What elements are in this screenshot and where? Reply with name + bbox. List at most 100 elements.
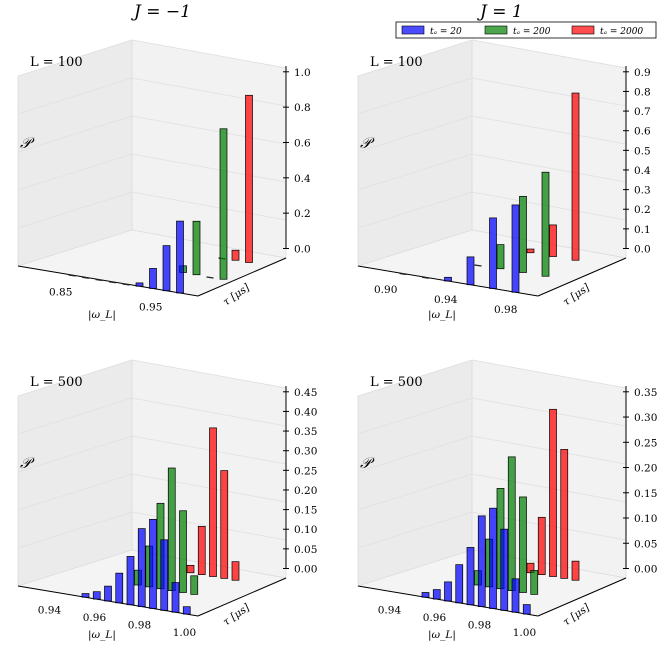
- bar: [126, 556, 135, 606]
- bar: [511, 578, 520, 613]
- bar: [444, 581, 452, 602]
- bar: [519, 195, 527, 273]
- z-tick-label: 0.1: [634, 224, 651, 236]
- legend: tₐ = 20 tₐ = 200 tₐ = 2000: [395, 21, 657, 39]
- legend-swatch-20: [401, 25, 425, 35]
- bar: [421, 276, 430, 279]
- gridline: [17, 191, 133, 229]
- y-axis-label: τ [μs]: [221, 281, 253, 308]
- bar: [571, 92, 580, 261]
- x-tick-label: 1.00: [173, 627, 196, 639]
- bar: [444, 276, 452, 282]
- bar: [549, 408, 557, 577]
- bar: [115, 572, 124, 604]
- panel-title: L = 500: [30, 375, 83, 390]
- gridline: [471, 153, 627, 183]
- bar: [149, 268, 157, 289]
- z-tick-label: 0.00: [294, 564, 317, 576]
- panel-2: L = 100𝒫0.00.10.20.30.40.50.60.70.80.90.…: [357, 39, 651, 322]
- legend-swatch-2000: [571, 25, 595, 35]
- gridline: [471, 397, 627, 427]
- z-tick-label: 0.6: [294, 137, 311, 149]
- bar: [474, 264, 482, 267]
- bar: [432, 589, 441, 600]
- side-wall: [357, 39, 473, 267]
- gridline: [131, 153, 287, 183]
- z-tick-label: 0.5: [634, 145, 651, 157]
- z-tick-label: 0.30: [294, 446, 317, 458]
- bar: [231, 561, 240, 581]
- gridline: [357, 191, 473, 229]
- panel-4: L = 500𝒫0.000.050.100.150.200.250.300.35…: [357, 359, 657, 642]
- y-axis-label: τ [μs]: [221, 601, 253, 628]
- z-tick-label: 0.00: [634, 564, 657, 576]
- x-tick-label: 0.95: [139, 302, 162, 314]
- panel-3: L = 500𝒫0.000.050.100.150.200.250.300.35…: [17, 359, 317, 642]
- gridline: [131, 77, 287, 107]
- z-tick-label: 0.05: [294, 544, 317, 556]
- x-tick-label: 0.96: [423, 612, 447, 624]
- bar: [231, 249, 240, 261]
- bar: [220, 470, 229, 579]
- side-wall: [17, 39, 133, 267]
- bar: [519, 496, 527, 593]
- bar: [526, 248, 535, 254]
- z-tick-label: 0.8: [294, 102, 311, 114]
- gridline: [357, 435, 473, 473]
- panel-title: L = 100: [370, 55, 423, 70]
- z-tick-label: 0.35: [294, 426, 317, 438]
- z-tick-label: 0.25: [634, 437, 657, 449]
- bar: [541, 171, 550, 277]
- x-axis-label: |ω_L|: [88, 629, 116, 642]
- bar: [209, 427, 217, 577]
- bar: [182, 606, 191, 615]
- x-axis-label: |ω_L|: [428, 309, 456, 322]
- z-tick-label: 0.8: [634, 86, 651, 98]
- bar: [206, 276, 214, 279]
- bar: [137, 528, 146, 607]
- x-tick-label: 1.00: [513, 627, 536, 639]
- bar: [92, 591, 101, 600]
- bar: [108, 281, 117, 284]
- bar: [160, 539, 169, 611]
- gridline: [17, 153, 133, 191]
- z-tick-label: 0.4: [634, 165, 651, 177]
- z-tick-label: 0.2: [294, 208, 311, 220]
- x-tick-label: 0.98: [468, 620, 491, 632]
- gridline: [17, 397, 133, 435]
- gridline: [17, 473, 133, 511]
- gridline: [471, 115, 627, 145]
- legend-swatch-200: [484, 25, 508, 35]
- gridline: [17, 511, 133, 549]
- x-tick-label: 0.94: [378, 605, 402, 617]
- bar: [219, 128, 228, 280]
- bar: [190, 575, 199, 595]
- z-tick-label: 0.3: [634, 185, 651, 197]
- bar: [399, 272, 407, 276]
- z-tick-label: 0.05: [634, 538, 657, 550]
- bar: [81, 276, 90, 279]
- x-tick-label: 0.94: [434, 294, 458, 306]
- z-tick-label: 0.20: [634, 463, 657, 475]
- bar: [530, 570, 539, 595]
- back-wall: [131, 39, 287, 259]
- gridline: [357, 397, 473, 435]
- gridline: [471, 473, 627, 503]
- y-axis-label: τ [μs]: [561, 601, 593, 628]
- gridline: [131, 191, 287, 221]
- bar: [149, 518, 157, 609]
- bar: [549, 224, 557, 257]
- gridline: [471, 435, 627, 465]
- bar: [477, 515, 486, 607]
- y-axis-line: [537, 257, 627, 297]
- gridline: [357, 77, 473, 115]
- panel-1: L = 100𝒫0.00.20.40.60.81.00.850.95|ω_L|τ…: [17, 39, 311, 322]
- z-tick-label: 0.30: [634, 412, 657, 424]
- gridline: [131, 397, 287, 427]
- x-axis-label: |ω_L|: [88, 309, 116, 322]
- z-tick-label: 0.25: [294, 465, 317, 477]
- z-tick-label: 0.10: [294, 524, 317, 536]
- gridline: [357, 115, 473, 153]
- z-tick-label: 0.15: [294, 505, 317, 517]
- x-tick-label: 0.98: [494, 304, 517, 316]
